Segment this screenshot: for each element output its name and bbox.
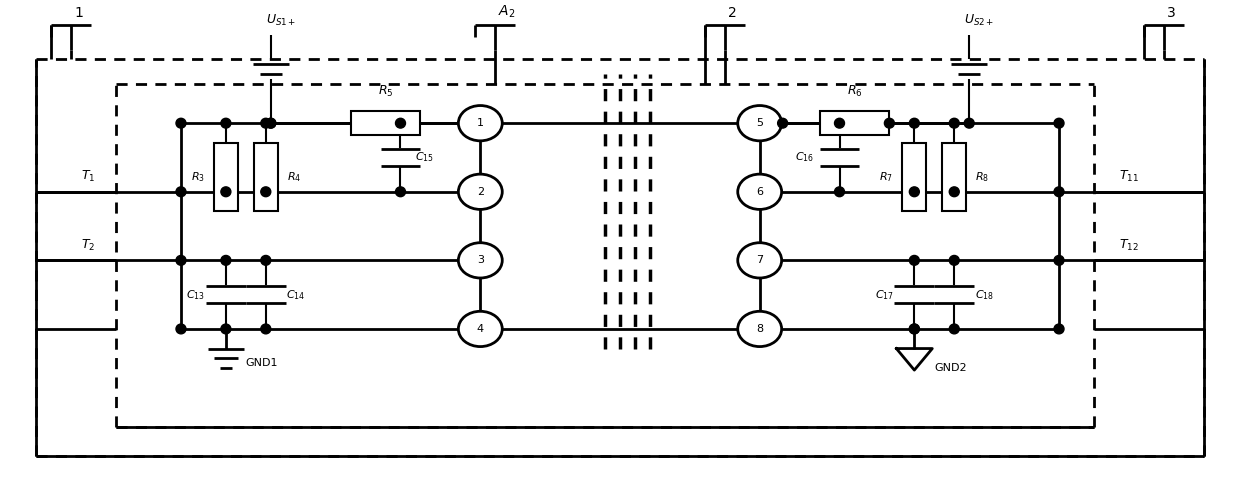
Circle shape	[909, 118, 919, 128]
Ellipse shape	[738, 311, 781, 346]
Text: 1: 1	[477, 118, 484, 128]
Circle shape	[396, 187, 405, 197]
Circle shape	[909, 255, 919, 265]
Circle shape	[260, 118, 270, 128]
Text: $U_{S2+}$: $U_{S2+}$	[965, 13, 994, 28]
Text: 3: 3	[477, 255, 484, 265]
Bar	[215, 143, 238, 212]
Text: $C_{16}$: $C_{16}$	[795, 151, 815, 164]
Text: GND2: GND2	[934, 363, 967, 373]
Ellipse shape	[459, 243, 502, 278]
Text: 2: 2	[728, 6, 737, 20]
Text: $R_6$: $R_6$	[847, 84, 862, 99]
Circle shape	[221, 118, 231, 128]
Text: $T_{11}$: $T_{11}$	[1118, 169, 1138, 184]
Circle shape	[265, 118, 275, 128]
Bar	[351, 111, 420, 135]
Text: 8: 8	[756, 324, 764, 334]
Text: $R_5$: $R_5$	[378, 84, 393, 99]
Ellipse shape	[459, 311, 502, 346]
Text: $C_{14}$: $C_{14}$	[286, 288, 305, 302]
Text: $C_{15}$: $C_{15}$	[415, 151, 434, 164]
Bar	[820, 111, 889, 135]
Circle shape	[176, 255, 186, 265]
Circle shape	[1054, 187, 1064, 197]
Circle shape	[260, 324, 270, 334]
Circle shape	[260, 255, 270, 265]
Bar	[254, 143, 278, 212]
Circle shape	[777, 118, 787, 128]
Circle shape	[835, 187, 844, 197]
Text: 4: 4	[476, 324, 484, 334]
Text: $T_2$: $T_2$	[81, 238, 95, 252]
Circle shape	[909, 324, 919, 334]
Circle shape	[221, 255, 231, 265]
Circle shape	[909, 187, 919, 197]
Circle shape	[950, 187, 960, 197]
Text: $R_3$: $R_3$	[191, 170, 205, 184]
Circle shape	[221, 324, 231, 334]
Circle shape	[1054, 255, 1064, 265]
Text: $T_{12}$: $T_{12}$	[1118, 238, 1138, 252]
Text: $U_{S1+}$: $U_{S1+}$	[265, 13, 296, 28]
Circle shape	[835, 118, 844, 128]
Circle shape	[260, 187, 270, 197]
Text: 6: 6	[756, 187, 763, 197]
Text: 7: 7	[756, 255, 764, 265]
Text: $R_8$: $R_8$	[975, 170, 990, 184]
Text: $R_7$: $R_7$	[879, 170, 893, 184]
Circle shape	[950, 118, 960, 128]
Ellipse shape	[738, 243, 781, 278]
Ellipse shape	[738, 174, 781, 210]
Circle shape	[884, 118, 894, 128]
Circle shape	[396, 118, 405, 128]
Text: $C_{13}$: $C_{13}$	[186, 288, 206, 302]
Ellipse shape	[738, 106, 781, 141]
Text: 2: 2	[476, 187, 484, 197]
Text: $C_{18}$: $C_{18}$	[975, 288, 993, 302]
Circle shape	[950, 324, 960, 334]
Text: $C_{17}$: $C_{17}$	[875, 288, 894, 302]
Text: $R_4$: $R_4$	[286, 170, 301, 184]
Bar	[903, 143, 926, 212]
Ellipse shape	[459, 106, 502, 141]
Circle shape	[176, 324, 186, 334]
Text: 3: 3	[1167, 6, 1176, 20]
Text: 5: 5	[756, 118, 763, 128]
Circle shape	[176, 187, 186, 197]
Circle shape	[265, 118, 275, 128]
Ellipse shape	[459, 174, 502, 210]
Circle shape	[909, 324, 919, 334]
Circle shape	[176, 118, 186, 128]
Circle shape	[221, 187, 231, 197]
Circle shape	[965, 118, 975, 128]
Text: GND1: GND1	[246, 358, 278, 368]
Text: $T_1$: $T_1$	[81, 169, 95, 184]
Bar	[942, 143, 966, 212]
Circle shape	[950, 255, 960, 265]
Circle shape	[1054, 118, 1064, 128]
Text: 1: 1	[74, 6, 83, 20]
Text: $A_2$: $A_2$	[498, 4, 516, 20]
Circle shape	[1054, 324, 1064, 334]
